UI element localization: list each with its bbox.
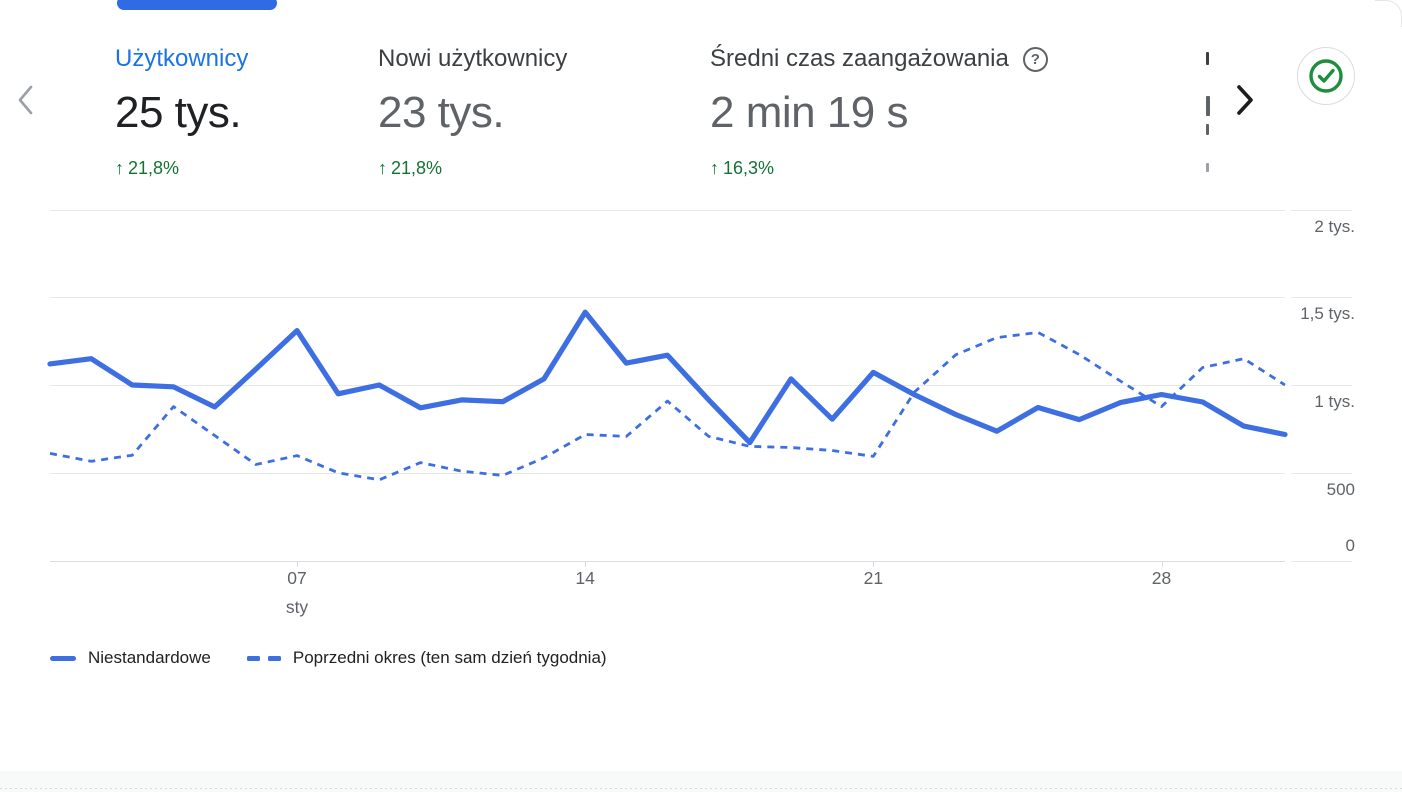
scorecard-label: Nowi użytkownicy (378, 44, 628, 74)
scorecard-label: Użytkownicy (115, 44, 365, 74)
legend-label: Poprzedni okres (ten sam dzień tygodnia) (292, 648, 607, 667)
legend-item: Poprzedni okres (ten sam dzień tygodnia) (246, 648, 607, 668)
x-axis-month-label: sty (285, 597, 309, 617)
clipped-metric-fragment (1206, 163, 1209, 172)
next-section-edge (0, 771, 1402, 792)
scorecard-value: 23 tys. (378, 88, 505, 137)
series-dashed (49, 330, 1286, 482)
clipped-metric-fragment (1206, 124, 1209, 135)
x-tick (585, 561, 587, 567)
scorecard-label-text: Średni czas zaangażowania (710, 45, 1009, 72)
x-tick (297, 561, 298, 567)
help-icon[interactable]: ? (1022, 46, 1048, 72)
active-tab-indicator (117, 0, 277, 10)
scorecard-delta: ↑ 21,8% (378, 156, 628, 180)
check-circle-icon (1309, 59, 1343, 93)
chevron-right-icon[interactable] (1234, 84, 1256, 121)
clipped-metric-fragment (1206, 52, 1209, 65)
next-section-divider (0, 788, 1402, 789)
scorecard-delta: ↑ 16,3% (710, 156, 1130, 180)
legend-dashed-line-swatch (246, 655, 281, 661)
scorecard-delta-text: 21,8% (128, 158, 180, 178)
up-arrow-icon: ↑ (378, 158, 387, 178)
legend-solid-line-swatch (50, 655, 76, 661)
y-axis-label: 500 (1326, 479, 1355, 499)
scorecard-avg-engagement-time[interactable]: Średni czas zaangażowania ? 2 min 19 s ↑… (710, 44, 1130, 180)
legend-item: Niestandardowe (50, 648, 211, 668)
y-axis-label: 2 tys. (1314, 216, 1355, 236)
x-axis-label: 21 (863, 568, 884, 588)
legend-label: Niestandardowe (88, 648, 211, 667)
chevron-left-icon[interactable] (16, 84, 36, 121)
scorecard-users[interactable]: Użytkownicy 25 tys. ↑ 21,8% (115, 44, 365, 180)
y-axis-label: 1 tys. (1314, 392, 1355, 411)
scorecard-label: Średni czas zaangażowania ? (710, 44, 1130, 74)
scorecard-delta-text: 21,8% (391, 158, 443, 178)
chart-legend: Niestandardowe Poprzedni okres (ten sam d… (50, 648, 607, 668)
y-tick (1291, 209, 1352, 211)
y-axis-label: 1,5 tys. (1300, 304, 1355, 324)
y-tick (1291, 472, 1352, 474)
clipped-metric-fragment (1206, 96, 1210, 116)
x-axis-label: 14 (575, 568, 595, 588)
gridline (50, 209, 1285, 211)
y-tick (1291, 297, 1352, 299)
scorecard-new-users[interactable]: Nowi użytkownicy 23 tys. ↑ 21,8% (378, 44, 628, 180)
x-tick (1161, 561, 1163, 567)
gridline (50, 385, 1285, 386)
gridline (50, 472, 1285, 474)
y-tick (1291, 560, 1352, 562)
scorecard-delta: ↑ 21,8% (115, 156, 365, 180)
scorecard-label-text: Użytkownicy (115, 45, 249, 72)
gridline (50, 297, 1285, 299)
x-axis-label: 07 (287, 568, 307, 588)
x-axis-line (50, 560, 1285, 562)
data-quality-check-button[interactable] (1297, 47, 1355, 105)
scorecard-label-text: Nowi użytkownicy (378, 45, 568, 72)
scorecard-delta-text: 16,3% (723, 158, 775, 178)
y-tick (1291, 385, 1352, 386)
scorecard-value: 25 tys. (115, 88, 242, 137)
up-arrow-icon: ↑ (115, 158, 124, 178)
x-axis-label: 28 (1151, 568, 1172, 588)
x-tick (873, 561, 875, 567)
up-arrow-icon: ↑ (710, 158, 719, 178)
scorecard-value: 2 min 19 s (710, 88, 908, 137)
y-axis-label: 0 (1345, 535, 1355, 555)
series-solid (47, 309, 1288, 446)
